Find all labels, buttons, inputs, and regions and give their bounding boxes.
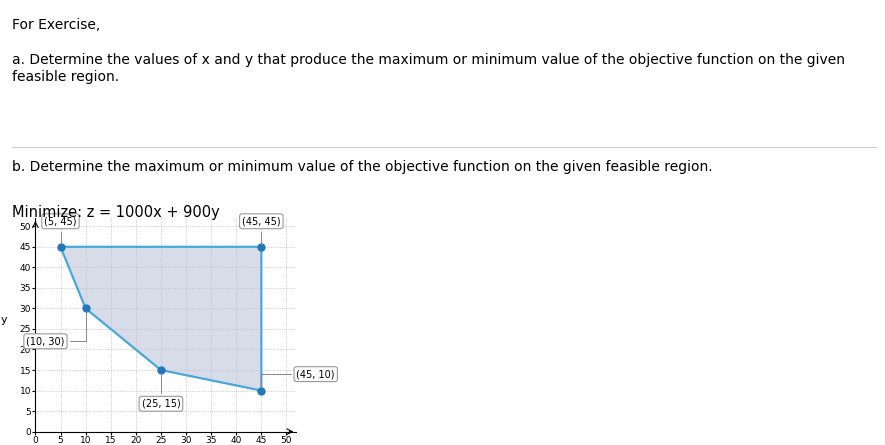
Text: (25, 15): (25, 15) <box>142 373 181 409</box>
Text: a. Determine the values of x and y that produce the maximum or minimum value of : a. Determine the values of x and y that … <box>12 53 844 84</box>
Text: (45, 10): (45, 10) <box>261 369 335 388</box>
Polygon shape <box>60 247 261 391</box>
Y-axis label: y: y <box>1 315 7 325</box>
Text: (10, 30): (10, 30) <box>27 311 86 346</box>
Text: (45, 45): (45, 45) <box>242 216 281 244</box>
Text: (5, 45): (5, 45) <box>44 216 77 244</box>
Text: Minimize: z = 1000x + 900y: Minimize: z = 1000x + 900y <box>12 205 219 220</box>
Text: For Exercise,: For Exercise, <box>12 18 100 32</box>
Text: b. Determine the maximum or minimum value of the objective function on the given: b. Determine the maximum or minimum valu… <box>12 160 712 174</box>
